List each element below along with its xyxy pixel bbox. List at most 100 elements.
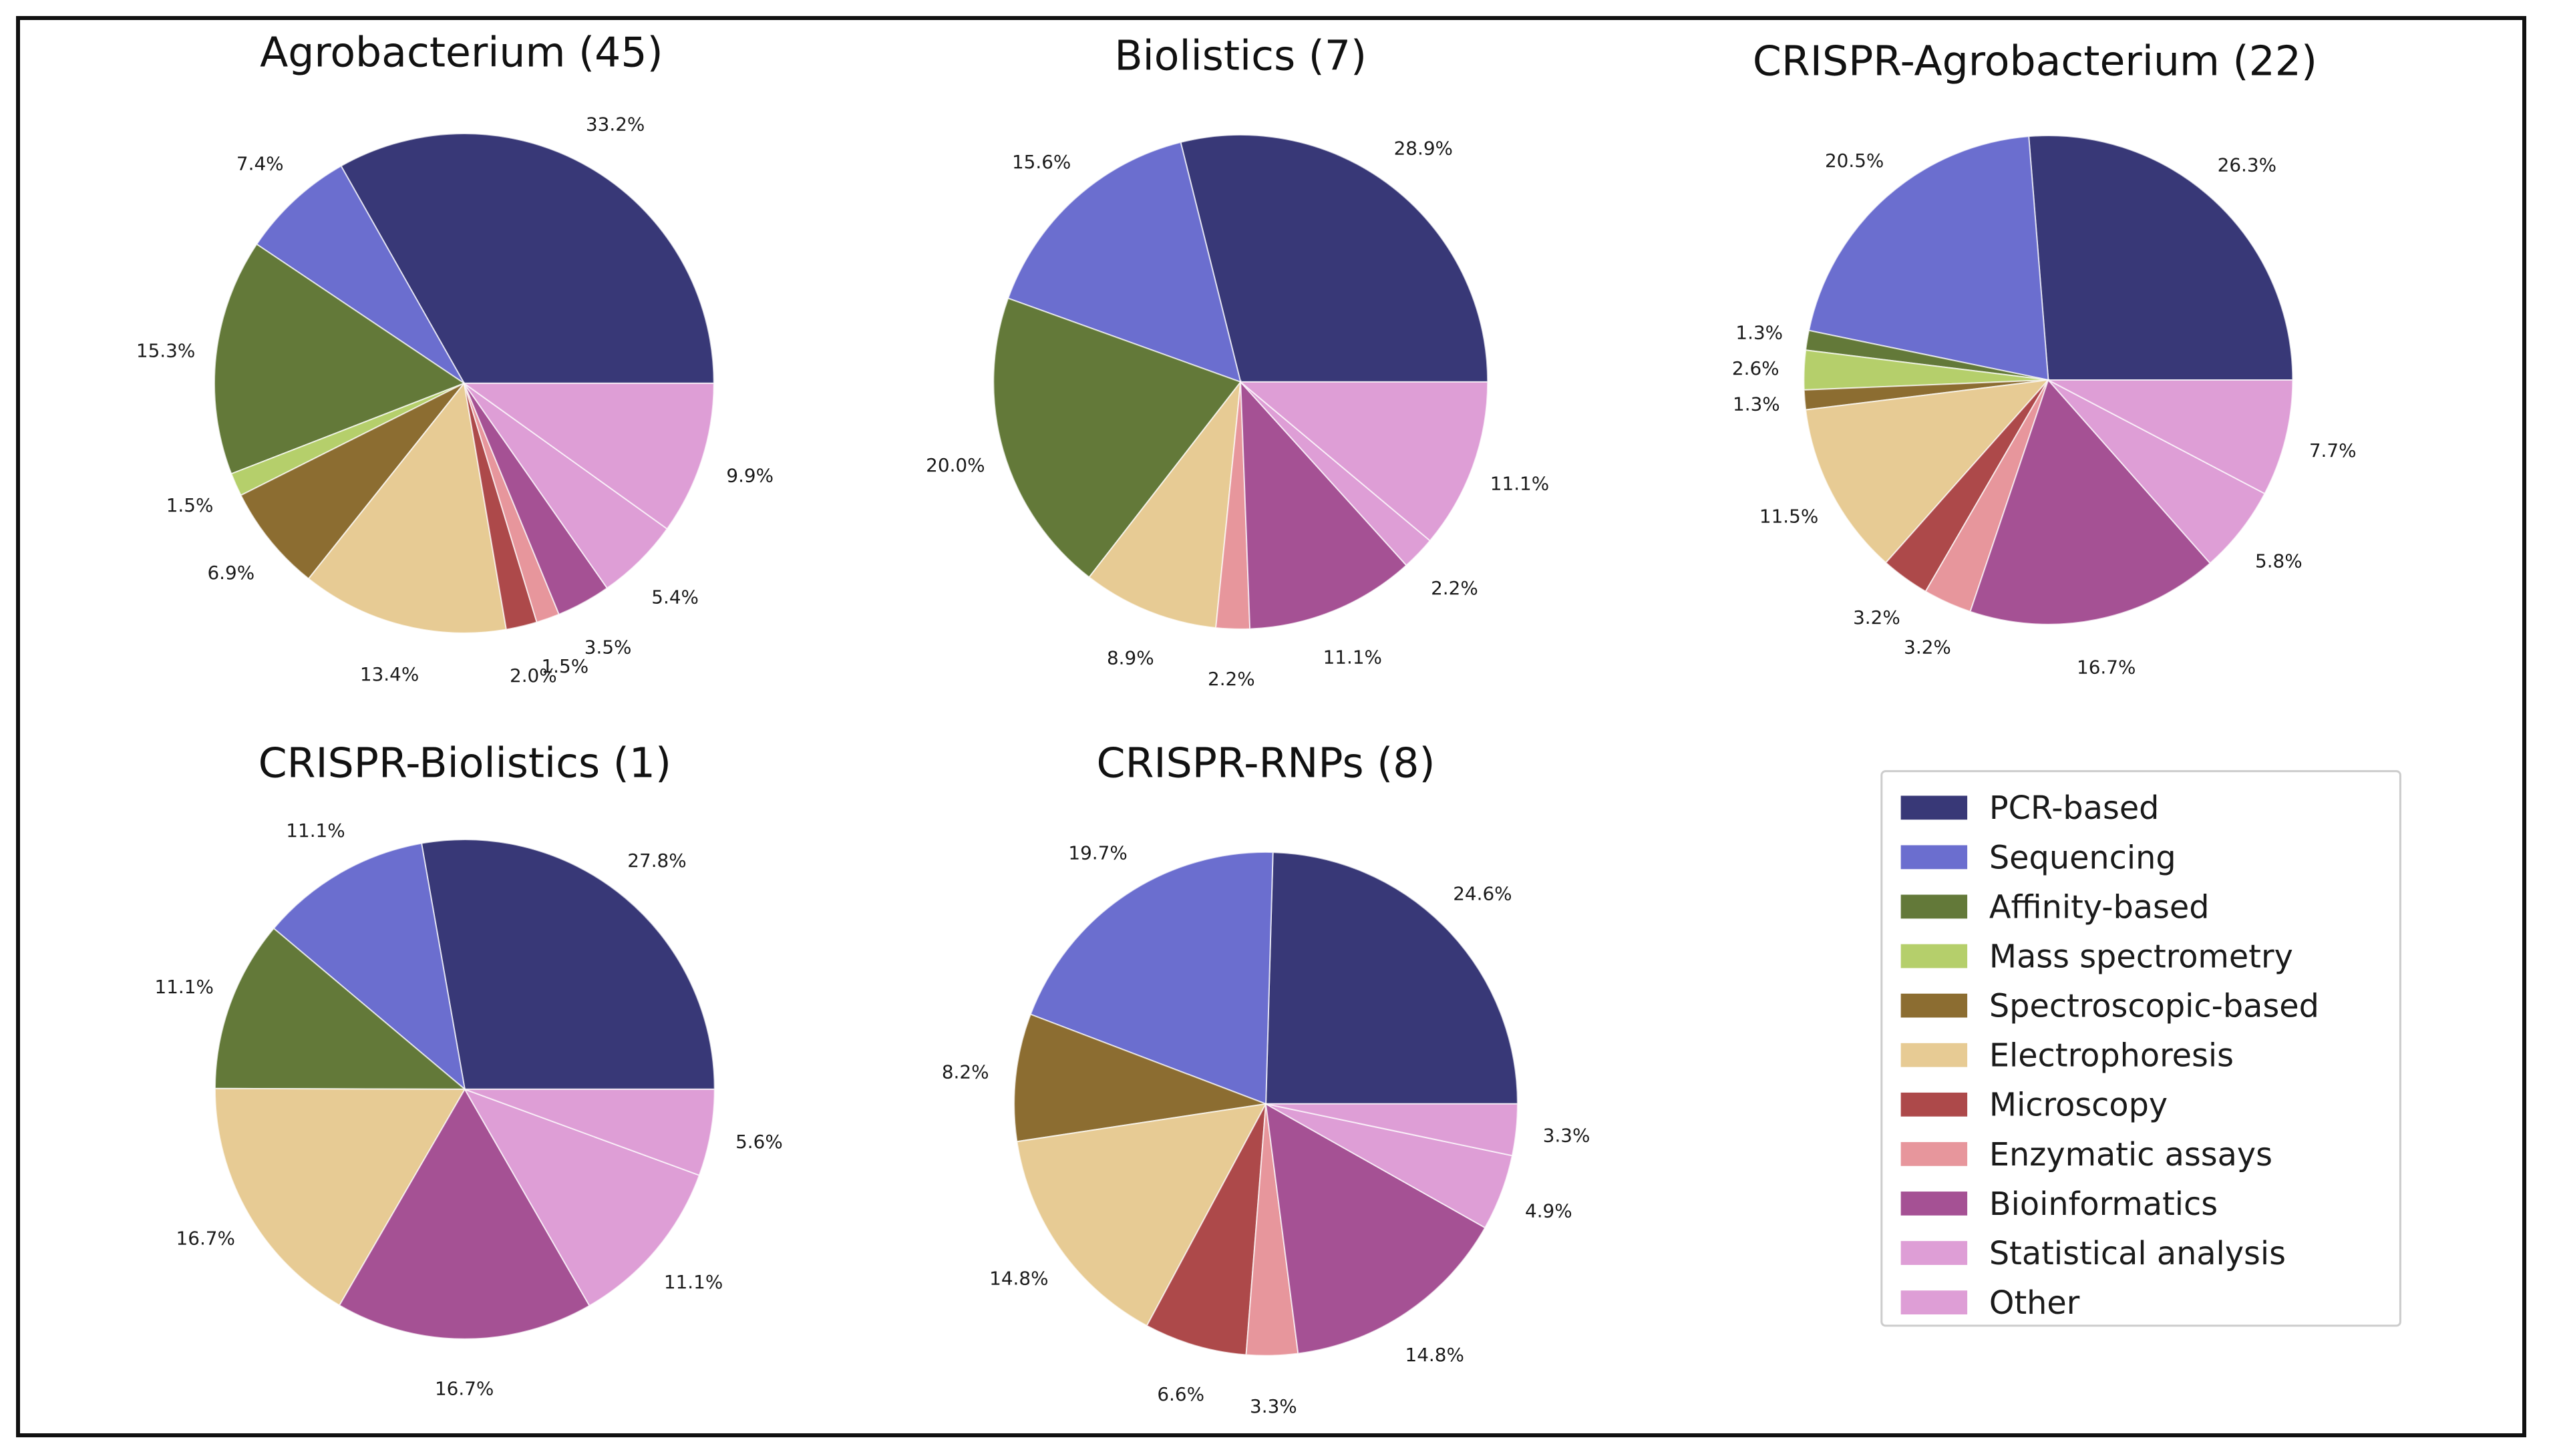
legend-swatch-other <box>1900 1290 1968 1315</box>
slice-percent-label: 24.6% <box>1453 882 1512 904</box>
slice-percent-label: 20.5% <box>1825 150 1884 172</box>
pie-slice-sequencing <box>1808 136 2049 381</box>
pie-slice-affinity-based <box>993 297 1242 578</box>
legend: PCR-based Sequencing Affinity-based Mass sp… <box>1880 770 2401 1327</box>
legend-frame <box>1880 770 2401 1327</box>
pie-slice-affinity-based <box>214 927 467 1090</box>
slice-percent-label: 11.1% <box>664 1271 723 1293</box>
slice-percent-label: 7.7% <box>2309 439 2357 462</box>
pie-slice-pcr-based <box>1265 852 1518 1105</box>
pie-slice-sequencing <box>273 842 466 1091</box>
slice-percent-label: 28.9% <box>1394 138 1453 160</box>
pie-slice-statistical-analysis <box>463 1088 701 1307</box>
slice-percent-label: 14.8% <box>1405 1344 1464 1366</box>
slice-percent-label: 3.2% <box>1853 606 1900 628</box>
slice-percent-label: 14.8% <box>989 1268 1048 1290</box>
slice-percent-label: 16.7% <box>435 1377 494 1399</box>
slice-percent-label: 11.1% <box>1490 473 1549 495</box>
slice-percent-label: 1.3% <box>1733 393 1780 415</box>
pie-slice-bioinformatics <box>338 1087 590 1340</box>
slice-percent-label: 8.9% <box>1107 647 1154 669</box>
slice-percent-label: 13.4% <box>360 663 419 685</box>
pie-slice-other <box>2047 379 2294 495</box>
pie-slice-other <box>462 382 715 530</box>
pie-charts-figure: 33.2%7.4%15.3%1.5%6.9%13.4% 2.0%1.5%3.5%5… <box>136 29 2401 1418</box>
slice-percent-label: 2.2% <box>1431 577 1478 599</box>
pie-slice-electrophoresis <box>214 1087 466 1306</box>
slice-percent-label: 20.0% <box>926 454 985 476</box>
pie-slice-pcr-based <box>420 839 715 1090</box>
pie-slice-spectroscopic-based <box>1013 1013 1268 1143</box>
pie-slice-pcr-based <box>340 133 715 384</box>
pie-chart-agrobacterium: 33.2%7.4%15.3%1.5%6.9%13.4% 2.0%1.5%3.5%5… <box>136 29 774 687</box>
slice-percent-label: 15.3% <box>136 340 195 362</box>
pie-slice-pcr-based <box>2028 135 2294 381</box>
slice-percent-label: 6.6% <box>1157 1383 1204 1405</box>
slice-percent-label: 19.7% <box>1068 842 1127 864</box>
slice-percent-label: 16.7% <box>176 1228 235 1250</box>
legend-label-affinity-based: Affinity-based <box>1989 889 2210 926</box>
pie-title: CRISPR-Agrobacterium (22) <box>1753 37 2317 85</box>
slice-percent-label: 5.4% <box>651 586 699 608</box>
slice-percent-label: 2.6% <box>1732 357 1779 379</box>
slice-percent-label: 5.6% <box>735 1131 783 1153</box>
pie-slice-sequencing <box>255 165 465 384</box>
slice-percent-label: 1.3% <box>1735 322 1783 344</box>
pie-slice-sequencing <box>1007 141 1242 383</box>
legend-label-spectroscopic-based: Spectroscopic-based <box>1989 988 2319 1025</box>
slice-percent-label: 2.2% <box>1208 668 1255 690</box>
legend-swatch-electrophoresis <box>1900 1043 1968 1067</box>
pie-slice-other <box>1265 1103 1518 1157</box>
pie-chart-crispr-biolistics: 27.8% 11.1% 11.1% 16.7% 16.7% 11.1% 5.6% CRISPR… <box>155 739 783 1400</box>
pie-chart-biolistics: 28.9% 15.6% 20.0% 8.9% 2.2% 11.1% 2.2% 11.1% Bio… <box>926 32 1549 691</box>
slice-percent-label: 8.2% <box>942 1061 989 1083</box>
legend-label-microscopy: Microscopy <box>1989 1087 2168 1124</box>
slice-percent-label: 6.9% <box>207 562 254 584</box>
legend-label-statistical-analysis: Statistical analysis <box>1989 1236 2286 1272</box>
slice-percent-label: 11.1% <box>155 976 214 998</box>
pie-title: Biolistics (7) <box>1114 32 1367 80</box>
slice-percent-label: 2.0% <box>510 665 557 687</box>
legend-swatch-enzymatic-assays <box>1900 1141 1968 1166</box>
legend-swatch-microscopy <box>1900 1092 1968 1117</box>
slice-percent-label: 1.5% <box>541 655 588 677</box>
legend-swatch-affinity-based <box>1900 894 1968 919</box>
slice-percent-label: 33.2% <box>586 114 645 136</box>
pie-title: CRISPR-Biolistics (1) <box>259 739 671 787</box>
pie-slice-electrophoresis <box>1016 1103 1267 1327</box>
pie-slice-other <box>1238 381 1489 542</box>
slice-percent-label: 27.8% <box>627 850 686 872</box>
legend-swatch-mass-spectrometry <box>1900 944 1968 968</box>
slice-percent-label: 3.5% <box>584 636 632 658</box>
pie-slice-sequencing <box>1029 851 1274 1105</box>
legend-swatch-bioinformatics <box>1900 1192 1968 1216</box>
slice-percent-label: 11.1% <box>286 820 345 842</box>
pie-slice-microscopy <box>1146 1103 1267 1356</box>
slice-percent-label: 1.5% <box>166 494 214 516</box>
legend-label-mass-spectrometry: Mass spectrometry <box>1989 938 2293 975</box>
slice-percent-label: 5.8% <box>2255 550 2303 572</box>
pie-slice-electrophoresis <box>307 381 508 634</box>
legend-swatch-statistical-analysis <box>1900 1241 1968 1265</box>
slice-percent-label: 3.3% <box>1250 1395 1297 1417</box>
pie-slice-pcr-based <box>1180 134 1489 383</box>
legend-label-enzymatic-assays: Enzymatic assays <box>1989 1137 2272 1173</box>
pie-slice-electrophoresis <box>1088 379 1242 629</box>
slice-percent-label: 11.5% <box>1759 506 1818 528</box>
legend-swatch-sequencing <box>1900 845 1968 870</box>
slice-percent-label: 4.9% <box>1525 1200 1572 1222</box>
slice-percent-label: 3.3% <box>1543 1124 1590 1146</box>
pie-title: Agrobacterium (45) <box>260 29 663 77</box>
pie-slice-spectroscopic-based <box>240 383 465 580</box>
slice-percent-label: 7.4% <box>236 152 284 174</box>
pie-title: CRISPR-RNPs (8) <box>1097 739 1435 787</box>
legend-label-pcr-based: PCR-based <box>1989 790 2160 827</box>
pie-slice-other <box>464 1088 715 1176</box>
figure-panel: 33.2% 7.4% 15.3% 1.5% 6.9% 13.4% 2.0% 1.5% 3.5% 5… <box>16 16 2526 1437</box>
pie-chart-crispr-rnps: 24.6% 19.7% 8.2% 14.8% 6.6% 3.3% 14.8% 4.9% 3.3%… <box>942 739 1590 1418</box>
pie-slice-bioinformatics <box>1264 1102 1486 1354</box>
slice-percent-label: 26.3% <box>2218 154 2276 176</box>
pie-slice-bioinformatics <box>1240 380 1407 630</box>
legend-label-sequencing: Sequencing <box>1989 840 2176 876</box>
pie-slice-statistical-analysis <box>2047 379 2266 564</box>
